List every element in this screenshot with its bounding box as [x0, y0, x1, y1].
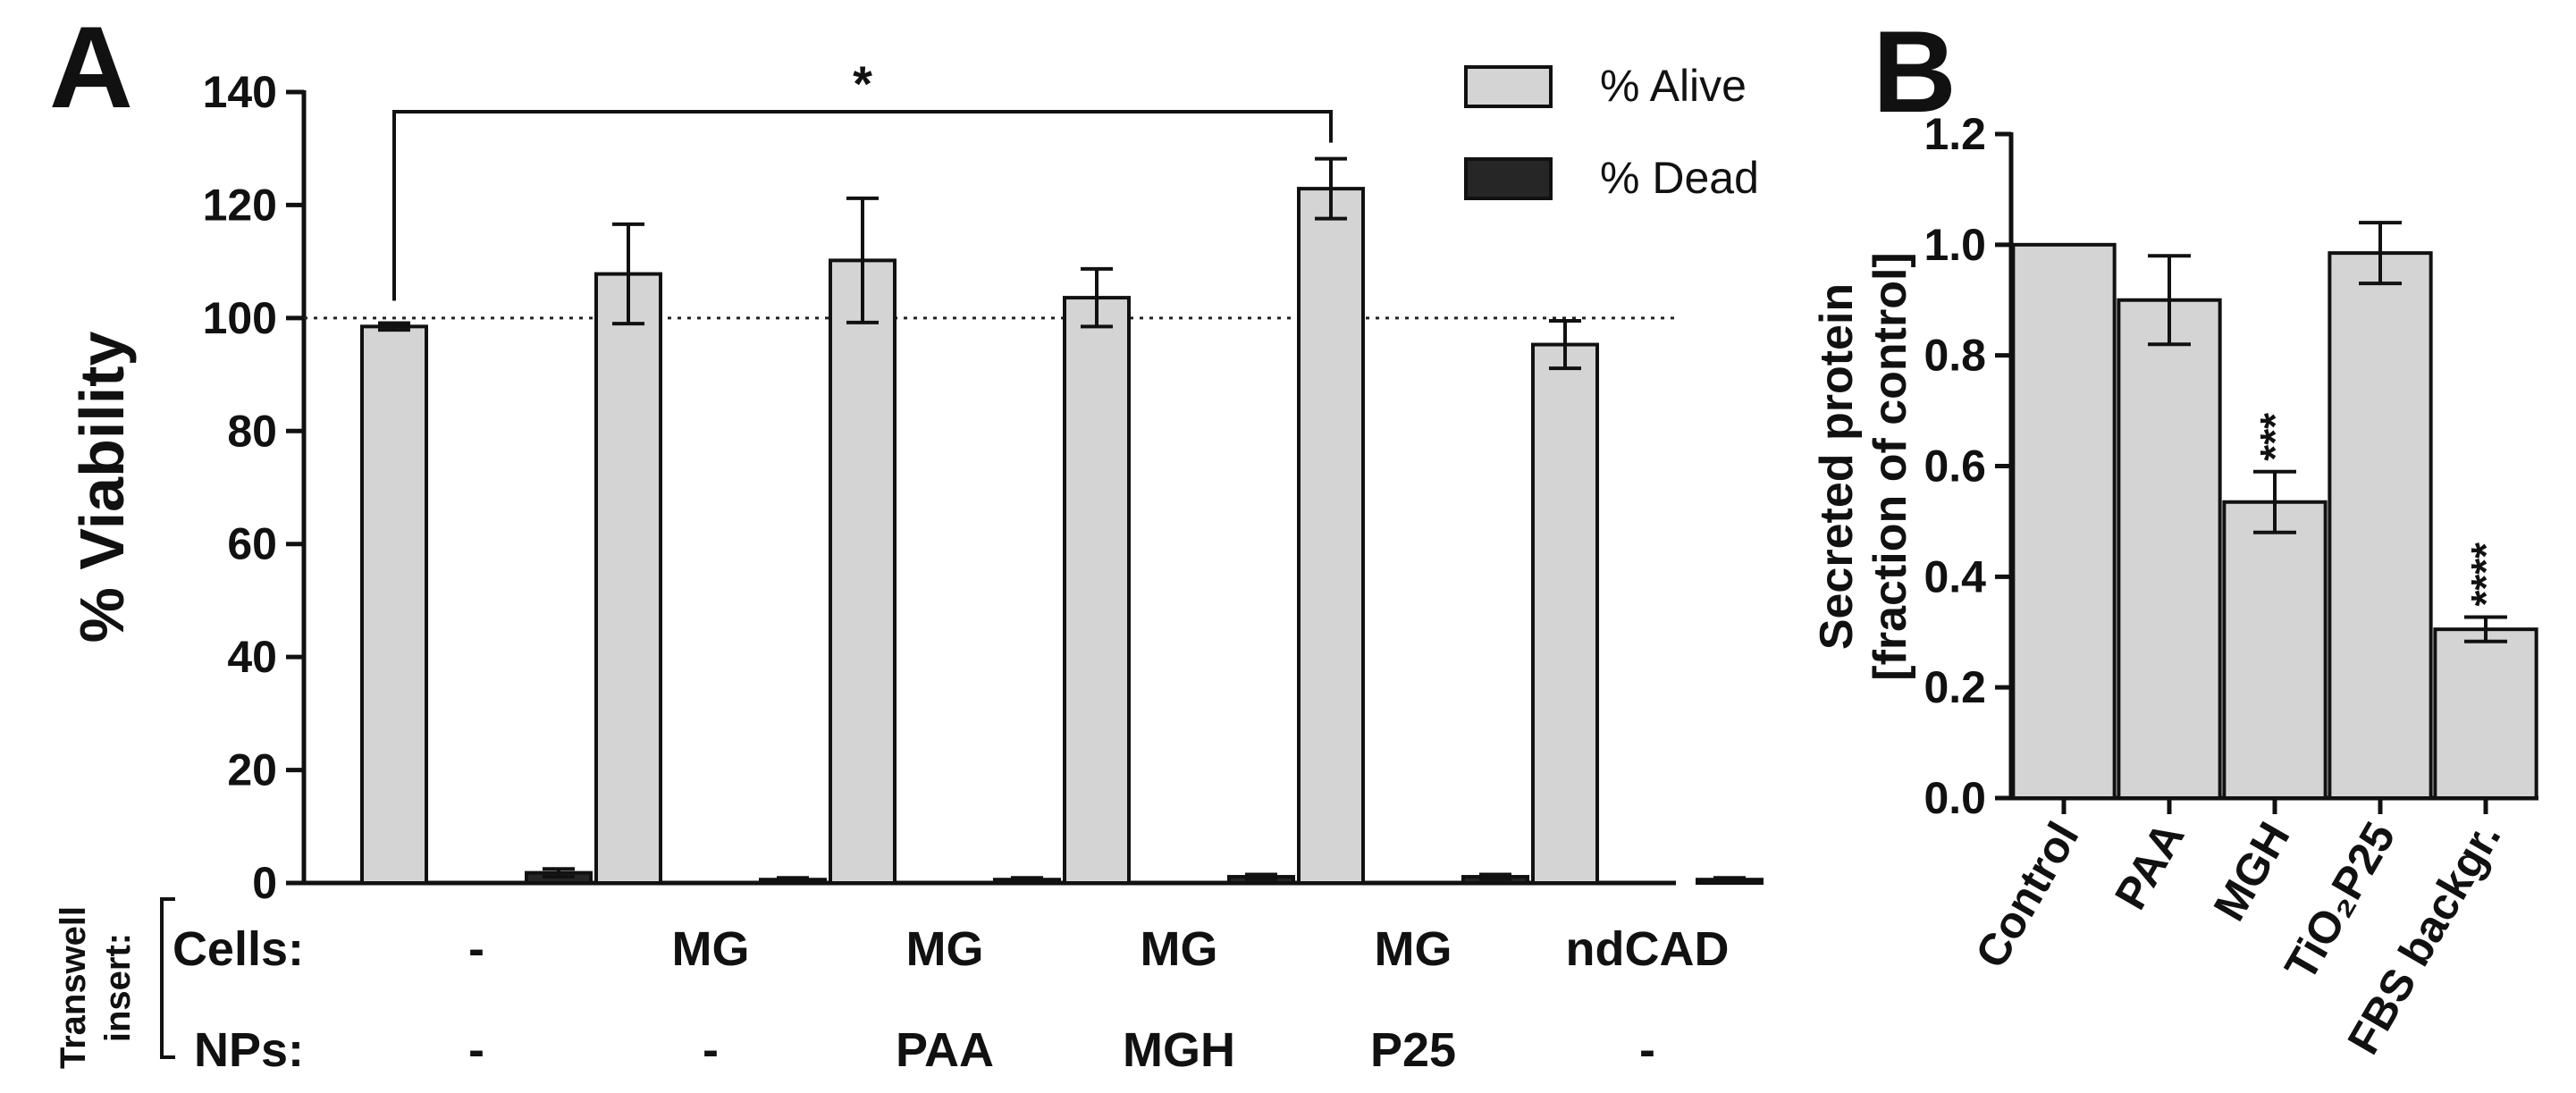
panel-b-bar — [2433, 627, 2538, 801]
panel-b-significance-label: **** — [2462, 542, 2509, 607]
legend-label: % Dead — [1600, 153, 1759, 203]
panel-a-row-value: - — [703, 1023, 719, 1077]
panel-b-y-title-line2: [fraction of control] — [1865, 252, 1916, 681]
panel-b-y-tick-label: 1.2 — [1924, 109, 1986, 159]
panel-a-bar — [1063, 296, 1131, 886]
panel-a-y-tick-label: 40 — [227, 632, 277, 682]
legend-swatch — [1464, 157, 1553, 200]
panel-a-row-value: MG — [1141, 922, 1218, 976]
panel-b-bar — [2328, 251, 2433, 800]
panel-a-row-value: - — [1639, 1023, 1655, 1077]
panel-a-bar — [594, 272, 662, 885]
panel-a-letter: A — [49, 2, 133, 132]
panel-a-bar — [1531, 342, 1599, 885]
panel-a-row-value: - — [468, 1023, 484, 1077]
panel-b-y-tick-label: 0.4 — [1924, 551, 1986, 601]
panel-b-letter: B — [1873, 6, 1957, 137]
panel-b-y-title-line1: Secreted protein — [1811, 283, 1863, 650]
legend-swatch — [1464, 65, 1553, 108]
panel-a-bar — [1297, 187, 1365, 885]
panel-a-side-label-line2: insert: — [98, 933, 138, 1042]
panel-b-y-tick-label: 0.0 — [1924, 773, 1986, 823]
panel-a-y-tick-label: 20 — [227, 745, 277, 795]
panel-a-row-value: MGH — [1123, 1023, 1235, 1077]
panel-a-bar — [829, 258, 897, 885]
panel-a-significance-label: * — [853, 55, 872, 112]
panel-b-x-tick-label: Control — [1966, 814, 2088, 977]
panel-a-y-tick-label: 80 — [227, 406, 277, 456]
panel-b-bar — [2011, 242, 2117, 801]
panel-a-row-value: MG — [1375, 922, 1452, 976]
panel-a-row-value: MG — [906, 922, 984, 976]
panel-a-significance-bracket — [392, 110, 1333, 301]
panel-a-row-value: ndCAD — [1566, 922, 1730, 976]
panel-a-row-value: MG — [672, 922, 750, 976]
panel-b-y-tick-label: 0.2 — [1924, 662, 1986, 712]
panel-b-y-tick-label: 0.8 — [1924, 331, 1986, 381]
legend-label: % Alive — [1600, 61, 1747, 111]
panel-b-x-tick-label: MGH — [2204, 814, 2300, 929]
panel-b-y-tick-label: 1.0 — [1924, 220, 1986, 270]
panel-b-bar — [2117, 298, 2222, 800]
panel-a-bar — [360, 324, 428, 885]
panel-a-row-value: - — [468, 922, 484, 976]
panel-b-bar — [2222, 500, 2328, 801]
panel-a-y-tick-label: 100 — [203, 293, 277, 343]
panel-a-row-value: P25 — [1370, 1023, 1456, 1077]
panel-a-row-label: Cells: — [173, 922, 304, 976]
panel-a-y-tick-label: 0 — [252, 858, 277, 908]
panel-a-y-tick-label: 120 — [203, 180, 277, 230]
panel-a-y-tick-label: 60 — [227, 519, 277, 569]
panel-b: B 0.0 0.2 0.4 0.6 0.8 1.0 1.2 Secreted protein [f… — [1811, 6, 2538, 1063]
panel-a-y-tick-label: 140 — [203, 67, 277, 117]
panel-a-side-label-line1: Transwell — [54, 906, 93, 1069]
panel-b-y-tick-label: 0.6 — [1924, 441, 1986, 492]
panel-a: A 0 20 40 60 80 100 120 140 % Viability * % Alive % … — [49, 2, 1764, 1077]
panel-a-row-value: PAA — [896, 1023, 994, 1077]
panel-a-y-title: % Viability — [67, 332, 137, 643]
panel-b-x-tick-label: PAA — [2105, 814, 2193, 918]
panel-b-significance-label: *** — [2252, 413, 2298, 461]
panel-a-row-label: NPs: — [194, 1023, 304, 1077]
panel-a-side-bracket — [160, 897, 175, 1059]
